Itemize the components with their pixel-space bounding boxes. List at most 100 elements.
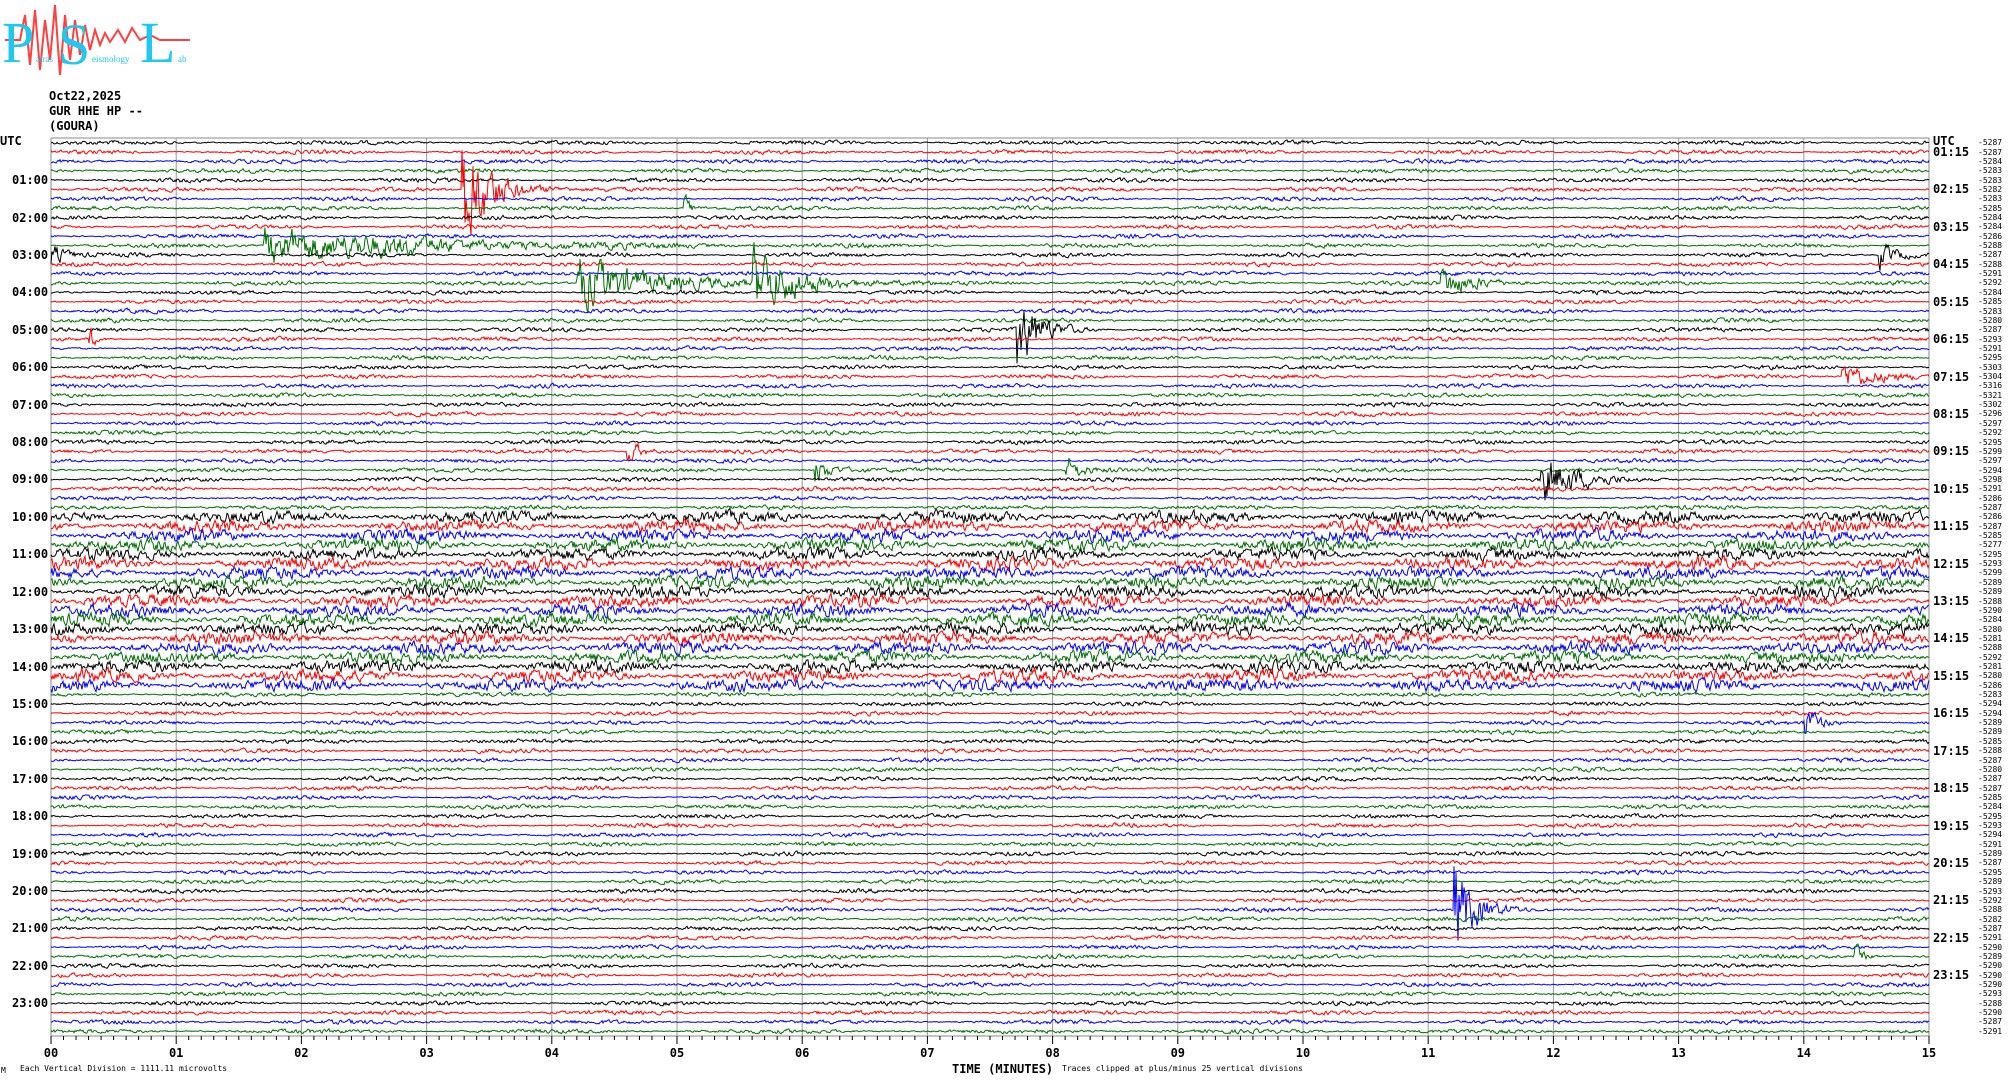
left-hour-label: 07:00 bbox=[12, 397, 49, 412]
x-tick-label: 15 bbox=[1921, 1046, 1937, 1060]
row-offset-label: -5291 bbox=[1978, 269, 2003, 279]
trace-row bbox=[50, 564, 1930, 582]
row-offset-label: -5283 bbox=[1978, 175, 2003, 185]
right-hour-label: 10:15 bbox=[1933, 481, 1970, 496]
trace-row bbox=[50, 794, 1930, 801]
right-hour-label: 02:15 bbox=[1933, 182, 1970, 197]
row-offset-label: -5281 bbox=[1978, 633, 2003, 643]
trace-row bbox=[50, 310, 1930, 364]
trace-row bbox=[50, 462, 1930, 501]
trace-row bbox=[50, 457, 1930, 482]
trace-row bbox=[50, 676, 1930, 694]
row-offset-label: -5286 bbox=[1978, 493, 2003, 503]
trace-row bbox=[50, 457, 1930, 465]
row-offset-label: -5287 bbox=[1978, 250, 2003, 260]
row-offset-label: -5287 bbox=[1978, 783, 2003, 793]
right-hour-label: 22:15 bbox=[1933, 930, 1970, 945]
row-offset-label: -5302 bbox=[1978, 400, 2003, 410]
row-offset-label: -5304 bbox=[1978, 372, 2003, 382]
row-offset-label: -5289 bbox=[1978, 577, 2003, 587]
row-offset-label: -5295 bbox=[1978, 353, 2003, 363]
logo-letter-s: S bbox=[58, 12, 90, 77]
trace-row bbox=[50, 354, 1930, 362]
x-tick-label: 04 bbox=[544, 1046, 560, 1060]
trace-row bbox=[50, 990, 1930, 998]
row-offset-label: -5287 bbox=[1978, 147, 2003, 157]
left-hour-label: 13:00 bbox=[12, 622, 49, 637]
row-offset-label: -5284 bbox=[1978, 222, 2003, 232]
trace-row bbox=[50, 401, 1930, 408]
trace-row bbox=[50, 363, 1930, 371]
row-offset-label: -5295 bbox=[1978, 867, 2003, 877]
trace-row bbox=[50, 620, 1930, 638]
trace-row bbox=[50, 227, 1930, 263]
row-offset-label: -5289 bbox=[1978, 951, 2003, 961]
trace-row bbox=[50, 485, 1929, 493]
x-tick-label: 13 bbox=[1671, 1046, 1686, 1060]
row-offset-label: -5291 bbox=[1978, 839, 2003, 849]
row-offset-label: -5290 bbox=[1978, 605, 2003, 615]
trace-row bbox=[50, 391, 1930, 399]
trace-row bbox=[50, 629, 1930, 647]
left-hour-label: 17:00 bbox=[12, 771, 49, 786]
right-hour-label: 20:15 bbox=[1933, 855, 1970, 870]
row-offset-label: -5289 bbox=[1978, 849, 2003, 859]
row-offset-label: -5277 bbox=[1978, 540, 2003, 550]
right-hour-label: 05:15 bbox=[1933, 294, 1970, 309]
row-offset-label: -5295 bbox=[1978, 437, 2003, 447]
x-tick-label: 08 bbox=[1045, 1046, 1060, 1060]
right-hour-label: 18:15 bbox=[1933, 781, 1970, 796]
left-hour-label: 10:00 bbox=[12, 509, 49, 524]
row-offset-label: -5291 bbox=[1978, 343, 2003, 353]
row-offset-label: -5287 bbox=[1978, 502, 2003, 512]
trace-row bbox=[50, 298, 1930, 305]
row-offset-label: -5284 bbox=[1978, 156, 2003, 166]
row-offset-label: -5294 bbox=[1978, 708, 2003, 718]
row-offset-label: -5289 bbox=[1978, 718, 2003, 728]
left-hour-label: 21:00 bbox=[12, 921, 49, 936]
trace-row bbox=[50, 738, 1930, 745]
row-offset-label: -5291 bbox=[1978, 933, 2003, 943]
trace-row bbox=[50, 573, 1930, 592]
right-hour-label: 21:15 bbox=[1933, 893, 1970, 908]
trace-row bbox=[50, 260, 1930, 268]
trace-row bbox=[50, 545, 1930, 564]
psl-logo: P atras S eismology L ab bbox=[2, 4, 190, 77]
row-offset-label: -5283 bbox=[1978, 306, 2003, 316]
left-hour-label: 23:00 bbox=[12, 996, 49, 1011]
row-offset-label: -5280 bbox=[1978, 671, 2003, 681]
trace-row bbox=[50, 242, 1930, 313]
row-offset-label: -5293 bbox=[1978, 886, 2003, 896]
trace-row bbox=[50, 850, 1930, 857]
x-tick-label: 05 bbox=[669, 1046, 685, 1060]
channel-label: GUR HHE HP -- bbox=[49, 104, 143, 118]
row-offset-label: -5303 bbox=[1978, 362, 2003, 372]
right-hour-label: 11:15 bbox=[1933, 519, 1970, 534]
trace-row bbox=[50, 915, 1930, 923]
row-offset-label: -5285 bbox=[1978, 531, 2003, 541]
x-tick-label: 10 bbox=[1295, 1046, 1311, 1060]
row-offset-label: -5292 bbox=[1978, 895, 2003, 905]
right-hour-label: 06:15 bbox=[1933, 332, 1970, 347]
right-hour-label: 13:15 bbox=[1933, 594, 1970, 609]
row-offset-label: -5280 bbox=[1978, 315, 2003, 325]
left-hour-label: 02:00 bbox=[12, 210, 49, 225]
row-offset-label: -5285 bbox=[1978, 736, 2003, 746]
left-hour-label: 16:00 bbox=[12, 734, 49, 749]
row-offset-label: -5287 bbox=[1978, 858, 2003, 868]
x-tick-label: 07 bbox=[920, 1046, 935, 1060]
row-offset-label: -5282 bbox=[1978, 184, 2003, 194]
row-offset-label: -5290 bbox=[1978, 970, 2003, 980]
trace-row bbox=[50, 980, 1930, 988]
right-hour-label: 07:15 bbox=[1933, 369, 1970, 384]
trace-row bbox=[51, 878, 1930, 886]
left-utc-label: UTC bbox=[0, 134, 22, 148]
logo-wave bbox=[5, 4, 190, 76]
trace-row bbox=[50, 242, 1930, 271]
right-hour-label: 04:15 bbox=[1933, 257, 1970, 272]
trace-row bbox=[50, 507, 1930, 526]
x-tick-label: 09 bbox=[1170, 1046, 1186, 1060]
x-axis-label: TIME (MINUTES) bbox=[952, 1062, 1054, 1076]
trace-row bbox=[50, 943, 1929, 951]
